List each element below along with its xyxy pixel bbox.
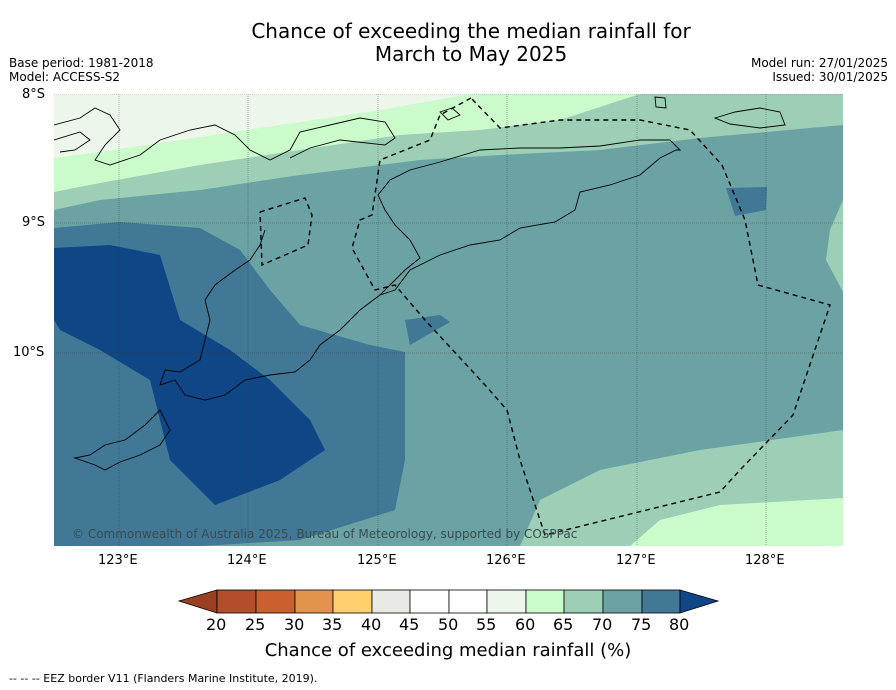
zone-60-65-south — [630, 498, 843, 546]
rote-coast — [73, 409, 171, 471]
rainfall-map — [54, 94, 843, 546]
lon-label-126e: 126°E — [486, 553, 526, 568]
island-coast-c — [654, 96, 667, 109]
colorbar — [177, 589, 720, 614]
colorbar-swatch-60 — [525, 589, 565, 614]
colorbar-swatch-35 — [332, 589, 373, 614]
issued-date: Issued: 30/01/2025 — [772, 70, 888, 84]
title-line-1: Chance of exceeding the median rainfall … — [251, 19, 691, 43]
flores-coast — [54, 107, 396, 166]
colorbar-extend-low — [177, 589, 218, 614]
colorbar-swatch-50 — [448, 589, 488, 614]
colorbar-tick-30: 30 — [284, 615, 305, 634]
colorbar-tick-40: 40 — [361, 615, 382, 634]
copyright-notice: © Commonwealth of Australia 2025, Bureau… — [72, 527, 578, 541]
colorbar-tick-55: 55 — [476, 615, 497, 634]
patch-75-80-a — [405, 315, 450, 345]
colorbar-title: Chance of exceeding median rainfall (%) — [264, 640, 632, 661]
model-name: Model: ACCESS-S2 — [9, 70, 121, 84]
colorbar-tick-80: 80 — [669, 615, 690, 634]
patch-75-80-b — [726, 187, 767, 216]
meta-left: Base period: 1981-2018 Model: ACCESS-S2 — [9, 56, 154, 84]
colorbar-tick-65: 65 — [553, 615, 574, 634]
lon-label-124e: 124°E — [227, 553, 267, 568]
chart-title: Chance of exceeding the median rainfall … — [0, 20, 896, 66]
colorbar-swatch-30 — [294, 589, 334, 614]
meta-right: Model run: 27/01/2025 Issued: 30/01/2025 — [751, 56, 888, 84]
colorbar-swatch-55 — [486, 589, 527, 614]
lon-label-128e: 128°E — [745, 553, 785, 568]
lat-label-8s: 8°S — [22, 87, 46, 102]
gridlines — [54, 94, 843, 546]
island-coast-d — [439, 107, 461, 121]
lon-label-123e: 123°E — [98, 553, 138, 568]
colorbar-tick-60: 60 — [515, 615, 536, 634]
colorbar-tick-25: 25 — [245, 615, 266, 634]
eez-line-main — [351, 97, 831, 536]
island-coast-a — [54, 131, 91, 153]
colorbar-tick-20: 20 — [206, 615, 227, 634]
colorbar-tick-45: 45 — [399, 615, 420, 634]
colorbar-extend-high — [679, 589, 720, 614]
colorbar-swatch-20 — [216, 589, 257, 614]
eez-line-west — [259, 197, 313, 267]
colorbar-swatch-75 — [641, 589, 681, 614]
colorbar-tick-35: 35 — [322, 615, 343, 634]
title-line-2: March to May 2025 — [374, 42, 568, 66]
lon-label-127e: 127°E — [616, 553, 656, 568]
colorbar-swatch-70 — [602, 589, 643, 614]
base-period: Base period: 1981-2018 — [9, 56, 154, 70]
eez-footnote: -- -- -- EEZ border V11 (Flanders Marine… — [9, 672, 318, 685]
timor-north-coast — [377, 139, 682, 296]
model-run: Model run: 27/01/2025 — [750, 56, 888, 70]
colorbar-swatch-25 — [255, 589, 296, 614]
coastlines — [54, 96, 786, 471]
colorbar-swatch-65 — [563, 589, 604, 614]
lat-label-10s: 10°S — [13, 345, 45, 360]
colorbar-swatch-45 — [409, 589, 450, 614]
lon-label-125e: 125°E — [357, 553, 397, 568]
zone-80-plus — [54, 245, 325, 505]
colorbar-swatch-40 — [371, 589, 411, 614]
colorbar-tick-50: 50 — [438, 615, 459, 634]
colorbar-tick-70: 70 — [592, 615, 613, 634]
lat-label-9s: 9°S — [22, 215, 46, 230]
island-coast-b — [713, 107, 786, 129]
eez-border — [259, 97, 831, 536]
timor-south-coast — [159, 229, 381, 401]
colorbar-tick-75: 75 — [631, 615, 652, 634]
